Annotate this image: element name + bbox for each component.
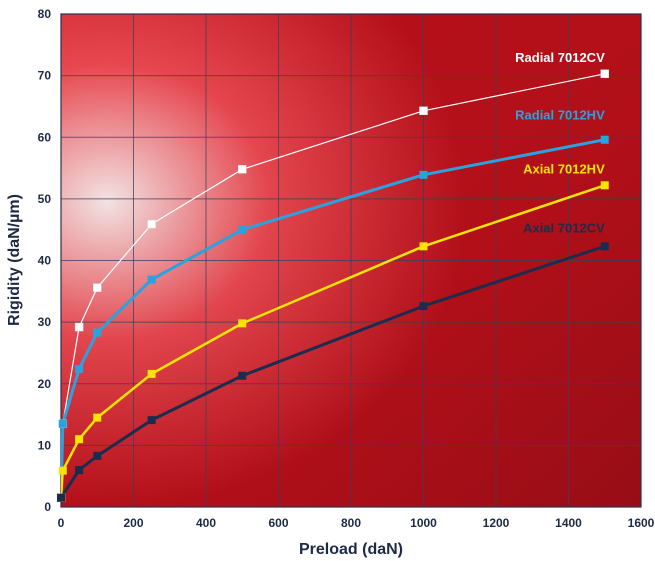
series-labels: Radial 7012CV Radial 7012HV Axial 7012HV Ax… [515,50,605,236]
data-point [419,302,428,311]
y-tick-label: 30 [38,315,52,329]
data-point [93,451,102,460]
series-label: Axial 7012CV [523,220,605,235]
data-point [419,106,428,116]
x-tick-label: 1200 [483,516,510,530]
data-point [58,466,67,475]
series-line-radial-7012cv [61,73,605,498]
marker-layer [56,69,609,503]
data-point [419,170,428,179]
y-tick-label: 10 [38,438,52,452]
data-point [147,219,156,229]
data-point [419,242,428,251]
y-axis-title: Rigidity (daN/µm) [6,194,23,326]
y-tick-label: 70 [38,69,52,83]
y-tick-label: 50 [38,192,52,206]
x-tick-label: 600 [268,516,288,530]
data-point [600,242,609,251]
series-label: Radial 7012HV [515,108,605,123]
data-point [147,275,156,284]
plot-frame [60,13,642,508]
y-tick-label: 20 [38,377,52,391]
data-point [93,328,102,337]
x-tick-label: 800 [341,516,361,530]
series-line-axial-7012hv [61,184,606,498]
series-line-radial-7012hv [61,138,606,498]
data-point [75,364,84,373]
y-axis-ticks: 0 10 20 30 40 50 60 70 80 [38,7,52,514]
data-point [57,493,65,502]
x-axis-ticks: 0 200 400 600 800 1000 1200 1400 1600 [58,516,655,530]
series-label: Axial 7012HV [523,161,605,176]
x-tick-label: 1000 [410,516,437,530]
x-tick-label: 400 [196,516,216,530]
series-label: Radial 7012CV [515,50,605,65]
data-point [58,419,67,428]
x-tick-label: 1400 [555,516,582,530]
data-point [75,466,84,475]
data-point [600,135,609,144]
data-point [600,181,609,190]
y-tick-label: 60 [38,130,52,144]
data-point [238,165,247,174]
data-point [75,435,84,444]
data-point [238,225,247,234]
data-point [238,371,247,380]
grid [60,13,642,508]
data-point [238,319,247,328]
x-tick-label: 0 [58,516,65,530]
x-axis-title: Preload (daN) [299,541,403,558]
data-point [147,369,156,378]
data-point [74,322,84,332]
data-point [93,283,102,292]
data-point [147,416,156,425]
y-tick-label: 80 [38,7,52,21]
y-tick-label: 0 [44,500,51,514]
y-tick-label: 40 [38,254,52,268]
x-tick-label: 1600 [628,516,655,530]
data-point [600,69,609,79]
x-tick-label: 200 [123,516,143,530]
data-point [93,413,102,422]
